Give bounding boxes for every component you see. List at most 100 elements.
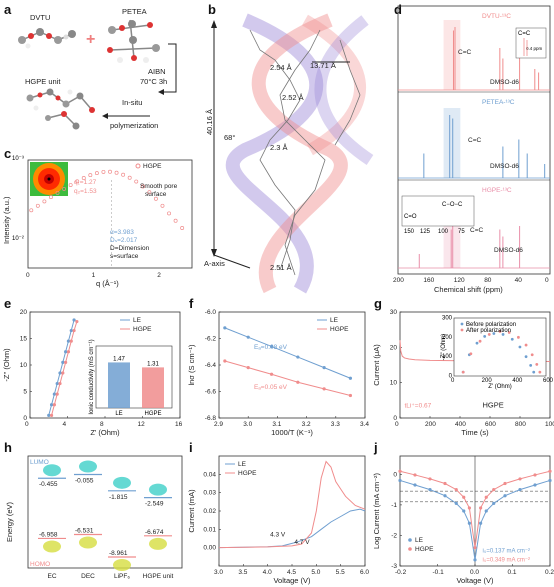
annotation-smooth-2: surface [145, 191, 167, 198]
inset-point-0 [510, 337, 514, 341]
series-le-j-point [533, 483, 537, 487]
xtick-label-c: 0 [26, 272, 30, 279]
lumo-value-1: -0.055 [75, 478, 94, 485]
legend-label-hgpe: HGPE [133, 326, 152, 333]
inset-point-0 [492, 332, 496, 335]
ylabel-g: Current (μA) [372, 344, 381, 386]
orbital-homo-0 [43, 540, 61, 553]
inset-point-0 [501, 333, 505, 336]
panel-c: c HGPE q₁=1.27 q₂=1.53 Smooth pore surfa… [2, 146, 193, 288]
panel-b-letter: b [208, 2, 216, 17]
label-dmso-dvtu: DMSO-d6 [490, 79, 519, 86]
inset-ytick-g: 300 [442, 316, 453, 322]
label-homo: HOMO [30, 561, 50, 568]
inset-point-0 [532, 370, 536, 374]
bar-category-hgpe: HGPE [144, 411, 161, 417]
label-dmso-hgpe: DMSO-d6 [494, 247, 523, 254]
label-insitu: In-situ [122, 98, 142, 107]
series-le-point [348, 376, 352, 380]
xticks-c: 0 1 2 [26, 272, 161, 279]
plot-frame-h [27, 455, 183, 569]
bar-hgpe [142, 367, 164, 408]
legend-marker-hgpe-c [135, 163, 141, 169]
xtick-label-d: 200 [393, 277, 404, 284]
arrow-head-insitu [102, 113, 108, 119]
label-dist-1: 2.54 Å [270, 63, 292, 72]
inset-point-0 [524, 355, 528, 359]
annotation-ea-le: Eₐ=0.08 eV [254, 344, 288, 351]
series-le-j-point [548, 478, 552, 483]
bar-le [108, 362, 130, 408]
series-le-point [269, 344, 274, 349]
highlight-band-1 [443, 108, 461, 178]
ytick-label-f: -6.8 [205, 415, 217, 422]
xtick-label-d: 40 [515, 277, 523, 284]
molecule-dvtu [18, 28, 76, 49]
series-hgpe-j-point [428, 477, 432, 481]
data-point-c [167, 211, 171, 216]
label-length: 40.16 Å [205, 109, 214, 135]
xtick-label-j: -0.2 [395, 569, 407, 576]
series-le-j-point [428, 488, 432, 492]
panel-d: d DVTU-¹³C PETEA-¹³C HGPE-¹³C C=C DMSO-d… [393, 2, 551, 294]
data-point-c [147, 190, 152, 195]
data-point-c [134, 179, 139, 184]
plot-frame-d [397, 5, 551, 275]
panel-i: i 3.0 3.5 4.0 4.5 5.0 5.5 6.0 0.00 0.01 0.02 0.03 0… [187, 440, 369, 585]
spectrum-title-dvtu: DVTU-¹³C [482, 13, 511, 20]
legend-label-le-j: LE [415, 537, 424, 544]
inset-point-1 [517, 335, 520, 339]
ytick-c-exp: 10⁻² [12, 236, 24, 242]
ytick-label-g: 20 [390, 344, 398, 351]
series-hgpe-j-point [492, 488, 496, 492]
series-le-j-point [503, 494, 507, 498]
series-hgpe-point [72, 328, 76, 333]
inset-xtick-g: 0 [451, 378, 455, 384]
inset-ytick-g: 200 [442, 335, 453, 341]
panel-a: a DVTU PETEA + AIBN 70°C 3h HGPE unit In… [4, 2, 177, 130]
label-width: 13.71 Å [310, 61, 336, 70]
inset-point-1 [535, 363, 539, 366]
series-le-j-point [413, 483, 417, 487]
xlabel-c: q (Å⁻¹) [96, 279, 119, 288]
bar-category-le: LE [115, 411, 122, 417]
series-le-j-point [492, 501, 496, 505]
inset-tick-150: 150 [404, 229, 415, 235]
data-point-c [42, 199, 47, 204]
series-le-point [64, 350, 68, 354]
inset-tick-125: 125 [420, 229, 431, 235]
series-le-line [48, 319, 75, 416]
xticks-d: 200 160 120 80 40 0 [393, 277, 549, 284]
ylabel-h: Energy (eV) [5, 501, 14, 542]
inset-box-hgpe [401, 195, 475, 227]
spectrum-title-petea: PETEA-¹³C [482, 99, 515, 106]
annotation-ds: Dₛ=2.017 [110, 237, 138, 244]
homo-value-3: -6.674 [145, 529, 164, 536]
ytick-c-top: 10⁻³ [12, 156, 24, 162]
orbital-lumo-3 [149, 483, 167, 496]
molecule-hgpe-unit [26, 88, 95, 130]
series-hgpe-point [223, 359, 227, 363]
ytick-label-j: 0 [393, 471, 397, 478]
series-hgpe-j-point [548, 469, 552, 473]
xtick-label-i: 3.5 [238, 569, 247, 576]
label-dist-2: 2.52 Å [282, 93, 304, 102]
plot-frame-g [399, 311, 551, 419]
ytick-label-g: 0 [393, 415, 397, 422]
label-cc-hgpe: C=C [470, 227, 483, 234]
xtick-label-g: 600 [485, 421, 496, 428]
series-hgpe-point [64, 360, 68, 364]
inset-point-1 [498, 330, 502, 333]
data-point-c [81, 175, 86, 180]
label-aibn: AIBN [148, 67, 166, 76]
ytick-label-i: 0.01 [203, 526, 216, 533]
panel-a-letter: a [4, 2, 12, 17]
xtick-label-i: 5.5 [336, 569, 345, 576]
xtick-label-e: 12 [138, 421, 146, 428]
label-cc-petea: C=C [468, 137, 481, 144]
inset-point-1 [507, 331, 511, 334]
inset-xtick-g: 600 [543, 378, 554, 384]
annotation-smooth-1: Smooth pore [140, 183, 178, 190]
label-cc-dvtu: C=C [458, 49, 471, 56]
inset-tick-75: 75 [458, 229, 465, 235]
